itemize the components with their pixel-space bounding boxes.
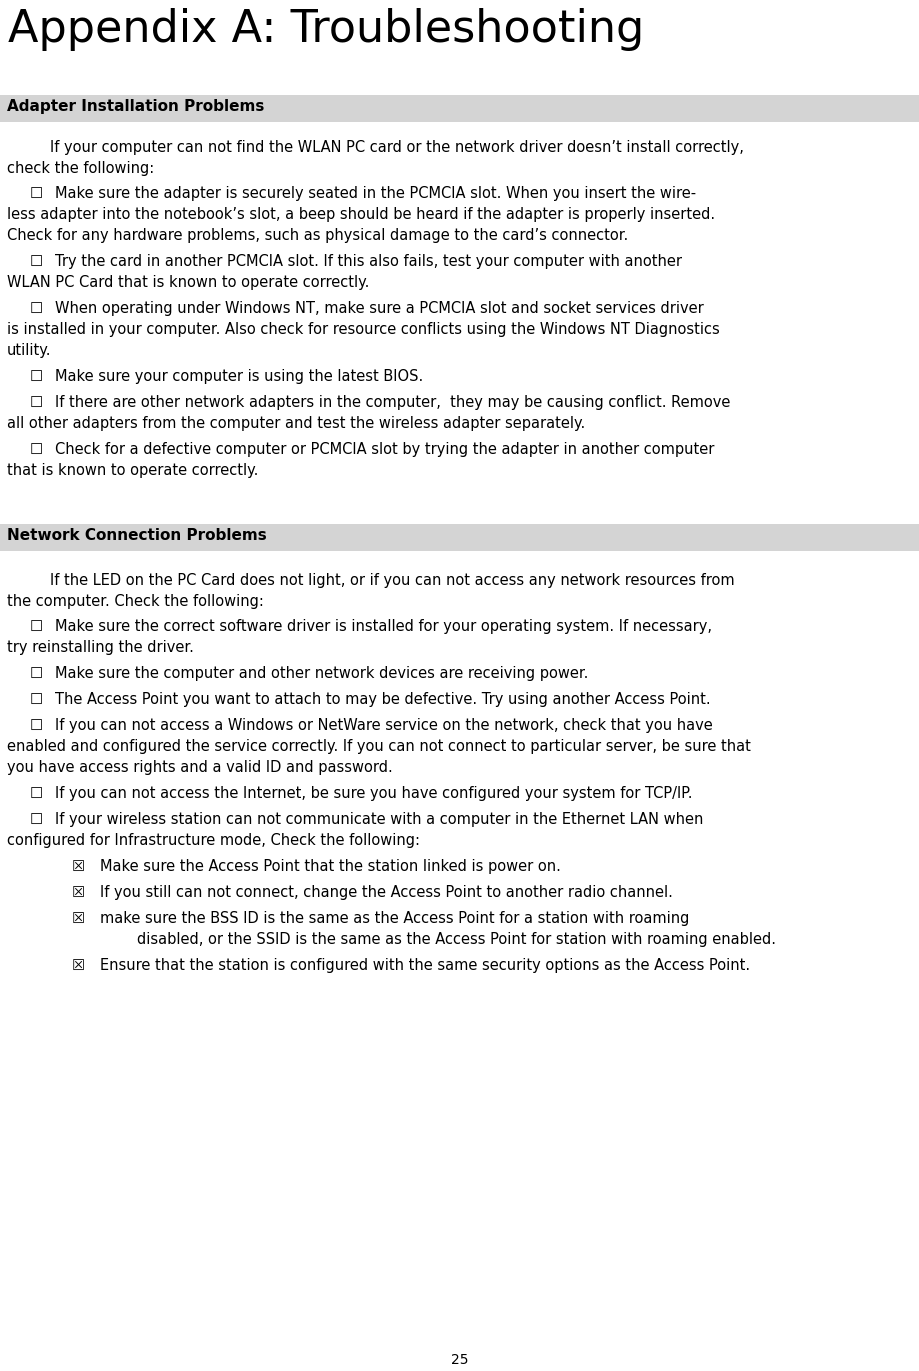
Text: If your wireless station can not communicate with a computer in the Ethernet LAN: If your wireless station can not communi… bbox=[55, 812, 703, 827]
Text: utility.: utility. bbox=[7, 343, 51, 358]
Text: all other adapters from the computer and test the wireless adapter separately.: all other adapters from the computer and… bbox=[7, 415, 585, 430]
Bar bbox=[0, 95, 919, 122]
Text: ☐: ☐ bbox=[30, 302, 43, 315]
Text: try reinstalling the driver.: try reinstalling the driver. bbox=[7, 640, 194, 655]
Text: ☐: ☐ bbox=[30, 441, 43, 457]
Text: Ensure that the station is configured with the same security options as the Acce: Ensure that the station is configured wi… bbox=[100, 958, 750, 973]
Text: The Access Point you want to attach to may be defective. Try using another Acces: The Access Point you want to attach to m… bbox=[55, 692, 710, 707]
Bar bbox=[0, 524, 919, 551]
Text: that is known to operate correctly.: that is known to operate correctly. bbox=[7, 463, 258, 478]
Text: If there are other network adapters in the computer,  they may be causing confli: If there are other network adapters in t… bbox=[55, 395, 731, 410]
Text: you have access rights and a valid ID and password.: you have access rights and a valid ID an… bbox=[7, 760, 392, 775]
Text: check the following:: check the following: bbox=[7, 160, 154, 175]
Text: ☒: ☒ bbox=[72, 860, 85, 873]
Text: 25: 25 bbox=[450, 1353, 469, 1367]
Text: configured for Infrastructure mode, Check the following:: configured for Infrastructure mode, Chec… bbox=[7, 834, 420, 849]
Text: enabled and configured the service correctly. If you can not connect to particul: enabled and configured the service corre… bbox=[7, 739, 751, 754]
Text: Make sure your computer is using the latest BIOS.: Make sure your computer is using the lat… bbox=[55, 369, 424, 384]
Text: Make sure the Access Point that the station linked is power on.: Make sure the Access Point that the stat… bbox=[100, 860, 561, 873]
Text: ☒: ☒ bbox=[72, 886, 85, 899]
Text: If your computer can not find the WLAN PC card or the network driver doesn’t ins: If your computer can not find the WLAN P… bbox=[50, 140, 743, 155]
Text: ☒: ☒ bbox=[72, 958, 85, 973]
Text: When operating under Windows NT, make sure a PCMCIA slot and socket services dri: When operating under Windows NT, make su… bbox=[55, 302, 704, 315]
Text: Appendix A: Troubleshooting: Appendix A: Troubleshooting bbox=[8, 8, 644, 51]
Text: make sure the BSS ID is the same as the Access Point for a station with roaming: make sure the BSS ID is the same as the … bbox=[100, 910, 689, 925]
Text: is installed in your computer. Also check for resource conflicts using the Windo: is installed in your computer. Also chec… bbox=[7, 322, 720, 337]
Text: ☐: ☐ bbox=[30, 812, 43, 827]
Text: If the LED on the PC Card does not light, or if you can not access any network r: If the LED on the PC Card does not light… bbox=[50, 573, 734, 588]
Text: ☒: ☒ bbox=[72, 910, 85, 925]
Text: ☐: ☐ bbox=[30, 786, 43, 801]
Text: Make sure the correct software driver is installed for your operating system. If: Make sure the correct software driver is… bbox=[55, 618, 712, 633]
Text: ☐: ☐ bbox=[30, 254, 43, 269]
Text: If you can not access the Internet, be sure you have configured your system for : If you can not access the Internet, be s… bbox=[55, 786, 693, 801]
Text: ☐: ☐ bbox=[30, 692, 43, 707]
Text: Check for any hardware problems, such as physical damage to the card’s connector: Check for any hardware problems, such as… bbox=[7, 228, 629, 243]
Text: ☐: ☐ bbox=[30, 618, 43, 633]
Text: Make sure the computer and other network devices are receiving power.: Make sure the computer and other network… bbox=[55, 666, 588, 681]
Text: ☐: ☐ bbox=[30, 186, 43, 202]
Text: Make sure the adapter is securely seated in the PCMCIA slot. When you insert the: Make sure the adapter is securely seated… bbox=[55, 186, 696, 202]
Text: the computer. Check the following:: the computer. Check the following: bbox=[7, 594, 264, 609]
Text: Try the card in another PCMCIA slot. If this also fails, test your computer with: Try the card in another PCMCIA slot. If … bbox=[55, 254, 682, 269]
Text: Adapter Installation Problems: Adapter Installation Problems bbox=[7, 99, 265, 114]
Text: less adapter into the notebook’s slot, a beep should be heard if the adapter is : less adapter into the notebook’s slot, a… bbox=[7, 207, 715, 222]
Text: Check for a defective computer or PCMCIA slot by trying the adapter in another c: Check for a defective computer or PCMCIA… bbox=[55, 441, 714, 457]
Text: If you still can not connect, change the Access Point to another radio channel.: If you still can not connect, change the… bbox=[100, 886, 673, 899]
Text: ☐: ☐ bbox=[30, 369, 43, 384]
Text: ☐: ☐ bbox=[30, 718, 43, 733]
Text: If you can not access a Windows or NetWare service on the network, check that yo: If you can not access a Windows or NetWa… bbox=[55, 718, 713, 733]
Text: ☐: ☐ bbox=[30, 395, 43, 410]
Text: Network Connection Problems: Network Connection Problems bbox=[7, 528, 267, 543]
Text: WLAN PC Card that is known to operate correctly.: WLAN PC Card that is known to operate co… bbox=[7, 276, 369, 291]
Text: ☐: ☐ bbox=[30, 666, 43, 681]
Text: disabled, or the SSID is the same as the Access Point for station with roaming e: disabled, or the SSID is the same as the… bbox=[100, 932, 776, 947]
